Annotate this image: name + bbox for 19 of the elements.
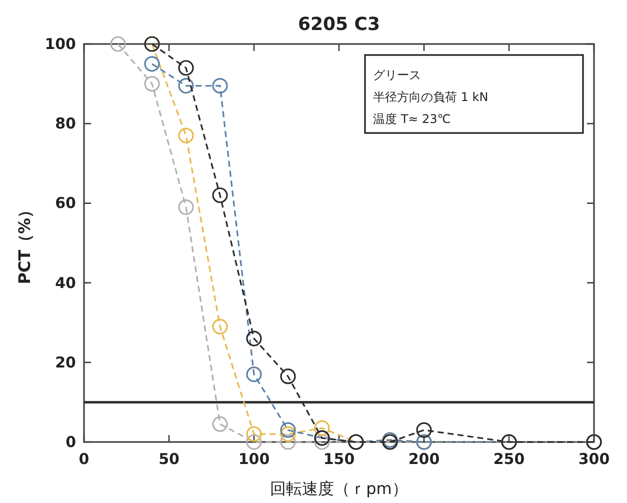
y-tick-label: 20 xyxy=(55,353,76,372)
y-axis-title: PCT（%） xyxy=(15,202,34,284)
x-tick-label: 0 xyxy=(78,450,90,468)
x-tick-label: 200 xyxy=(408,450,440,468)
x-tick-label: 250 xyxy=(493,450,525,468)
annotation: 半径方向の負荷 1 kN xyxy=(373,90,488,104)
y-tick-label: 60 xyxy=(55,194,76,212)
chart-title: 6205 C3 xyxy=(298,14,380,35)
annotation: 温度 T≈ 23℃ xyxy=(373,112,451,126)
y-tick-label: 80 xyxy=(55,114,76,133)
y-tick-label: 100 xyxy=(44,35,76,53)
x-tick-label: 100 xyxy=(238,450,270,468)
y-tick-label: 40 xyxy=(55,274,76,292)
x-tick-label: 150 xyxy=(323,450,355,468)
x-tick-label: 300 xyxy=(578,450,610,468)
y-tick-label: 0 xyxy=(66,433,76,451)
x-tick-label: 50 xyxy=(158,450,180,468)
annotation: グリース xyxy=(373,68,421,82)
x-axis-title: 回転速度（ｒpm） xyxy=(270,479,408,498)
